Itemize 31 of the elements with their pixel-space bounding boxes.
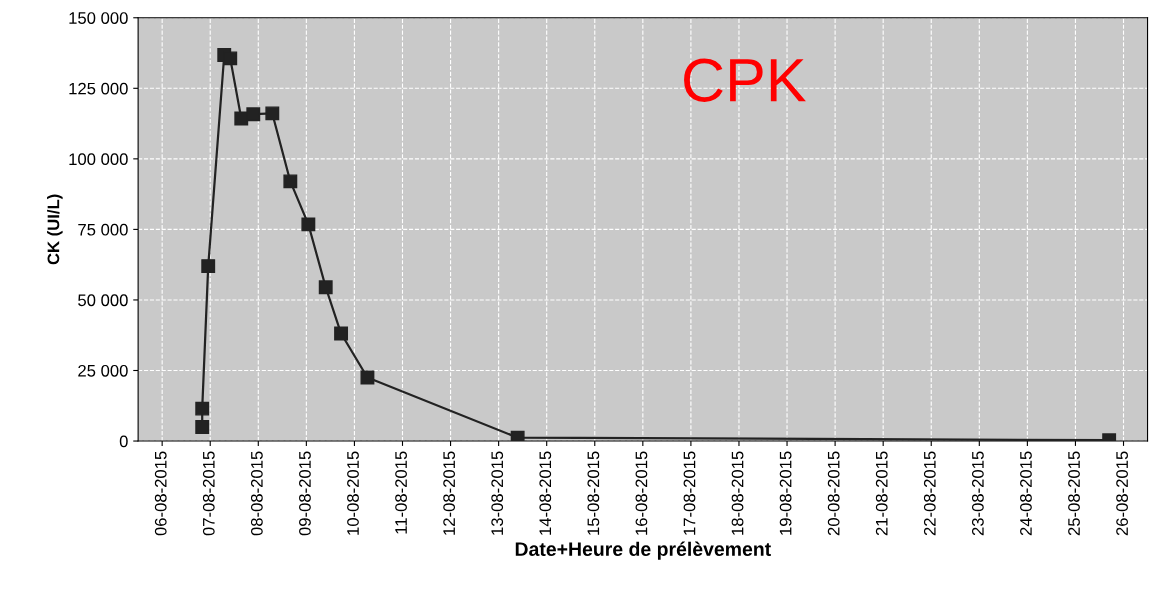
y-tick-label: 150 000: [69, 12, 128, 24]
y-tick-label: 50 000: [78, 294, 128, 307]
x-tick-label: 11-08-2015: [395, 451, 407, 534]
x-tick-label: 22-08-2015: [923, 451, 936, 536]
x-tick-label: 24-08-2015: [1020, 451, 1032, 536]
x-tick-label: 18-08-2015: [731, 451, 744, 535]
y-tick-label: 75 000: [78, 223, 128, 236]
y-axis-title: CK (UI/L): [47, 194, 63, 265]
x-tick-label: 16-08-2015: [635, 451, 648, 535]
x-tick-label: 10-08-2015: [347, 451, 359, 535]
x-tick-label: 26-08-2015: [1116, 451, 1128, 536]
x-tick-label: 14-08-2015: [539, 451, 552, 535]
x-tick-label: 23-08-2015: [971, 451, 984, 536]
x-tick-label: 07-08-2015: [202, 451, 215, 536]
x-tick-label: 12-08-2015: [443, 451, 456, 535]
annotation: CPK: [684, 58, 806, 102]
x-tick-label: 21-08-2015: [875, 451, 888, 536]
x-tick-label: 19-08-2015: [779, 451, 792, 535]
x-axis-title: Date+Heure de prélèvement: [515, 541, 771, 560]
y-tick-label: 100 000: [69, 153, 128, 166]
y-tick-label: 125 000: [69, 82, 128, 95]
x-tick-label: 08-08-2015: [250, 451, 263, 536]
y-tick-label: 0: [119, 435, 128, 448]
x-tick-label: 15-08-2015: [587, 451, 600, 535]
x-tick-label: 20-08-2015: [827, 451, 840, 536]
x-tick-label: 17-08-2015: [683, 451, 696, 535]
x-tick-label: 13-08-2015: [491, 451, 504, 535]
x-tick-label: 09-08-2015: [299, 451, 311, 536]
x-tick-label: 25-08-2015: [1068, 451, 1080, 536]
x-tick-label: 06-08-2015: [154, 451, 167, 536]
y-tick-label: 25 000: [78, 364, 128, 377]
